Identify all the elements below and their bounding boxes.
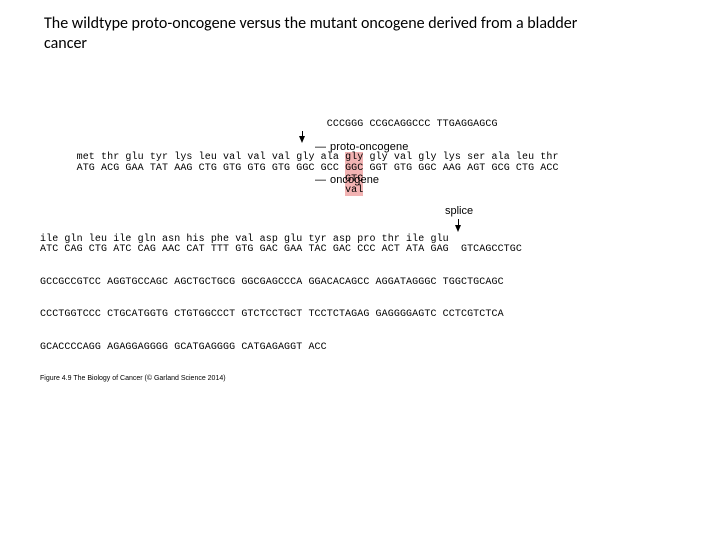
pad-onco-aa xyxy=(77,185,345,196)
splice-arrow xyxy=(455,225,461,232)
onco-aa: val xyxy=(345,185,363,196)
seq-row-5: GCACCCCAGG AGAGGAGGGG GCATGAGGGG CATGAGA… xyxy=(40,343,680,354)
mutation-arrow xyxy=(299,136,305,143)
header-seq: CCCGGG CCGCAGGCCC TTGAGGAGCG xyxy=(40,120,680,131)
row2-nt: ATC CAG CTG ATC CAG AAC CAT TTT GTG GAC … xyxy=(40,245,680,256)
figure-caption: Figure 4.9 The Biology of Cancer (© Garl… xyxy=(40,375,680,382)
oncogene-label: oncogene xyxy=(330,175,379,187)
mutation-block: met thr glu tyr lys leu val val val gly … xyxy=(40,143,680,187)
slide-title: The wildtype proto-oncogene versus the m… xyxy=(44,14,584,54)
onco-dash: — xyxy=(315,175,326,187)
seq-row-2: ile gln leu ile gln asn his phe val asp … xyxy=(40,235,680,256)
sequence-figure: CCCGGG CCGCAGGCCC TTGAGGAGCG met thr glu… xyxy=(40,120,680,382)
proto-oncogene-label: proto-oncogene xyxy=(330,142,408,154)
seq-row-3: GCCGCCGTCC AGGTGCCAGC AGCTGCTGCG GGCGAGC… xyxy=(40,278,680,289)
splice-label: splice xyxy=(445,205,473,217)
seq-row-4: CCCTGGTCCC CTGCATGGTG CTGTGGCCCT GTCTCCT… xyxy=(40,310,680,321)
proto-dash: — xyxy=(315,142,326,154)
